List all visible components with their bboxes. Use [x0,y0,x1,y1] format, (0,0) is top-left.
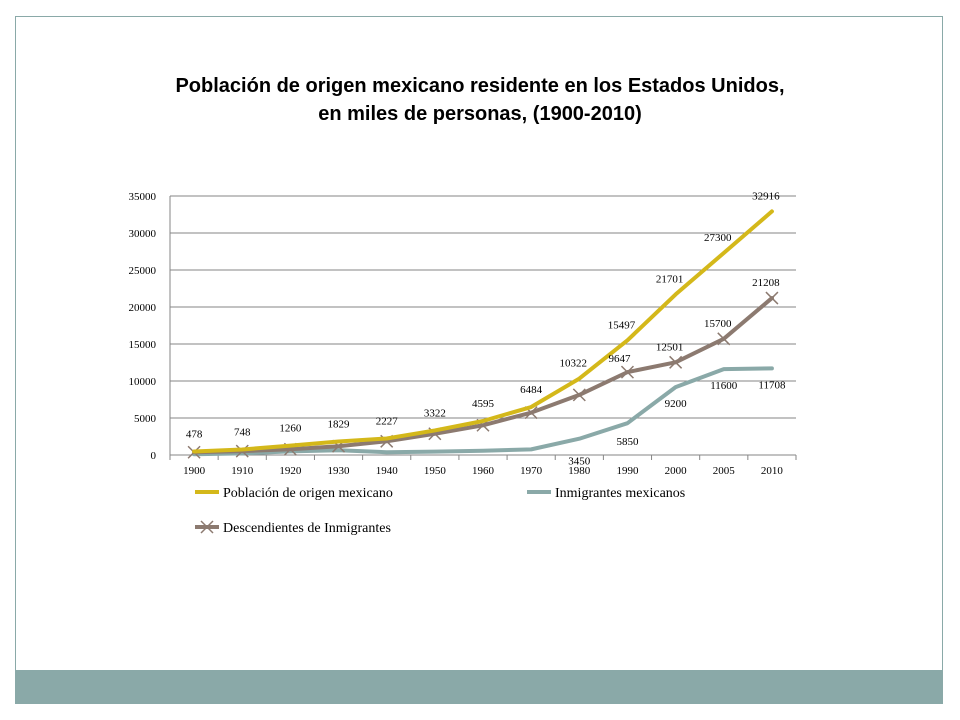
data-label: 21208 [752,277,780,289]
x-tick-label: 1980 [568,465,591,477]
data-point [483,420,484,421]
footer-band [16,670,942,703]
x-tick-label: 1920 [279,465,302,477]
x-tick-label: 1900 [183,465,206,477]
x-tick-label: 2005 [713,465,736,477]
data-label: 1829 [328,418,351,430]
data-point [531,407,532,408]
y-tick-label: 20000 [129,302,157,314]
y-tick-label: 25000 [129,265,157,277]
data-point [483,450,484,451]
y-tick-label: 0 [151,450,157,462]
data-point [579,438,580,439]
data-point [242,449,243,450]
data-label: 15497 [608,319,636,331]
series-line-1 [192,366,774,457]
data-point [434,451,435,452]
data-label: 748 [234,426,251,438]
data-point [620,365,634,379]
x-tick-label: 1910 [231,465,254,477]
data-point [531,449,532,450]
x-tick-label: 1990 [616,465,639,477]
data-point [627,340,628,341]
x-tick-label: 1940 [376,465,399,477]
data-label: 9200 [665,398,688,410]
data-label: 27300 [704,232,732,244]
data-label: 11600 [710,380,738,392]
data-label: 12501 [656,341,684,353]
data-point [717,332,731,346]
chart-title-line-2: en miles de personas, (1900-2010) [318,103,642,125]
data-label: 21701 [656,273,684,285]
data-point [771,211,772,212]
data-point [194,451,195,452]
legend-marker-icon [200,520,214,534]
data-point [386,452,387,453]
data-point [290,445,291,446]
data-point [579,378,580,379]
data-label: 6484 [520,384,543,396]
data-point [627,423,628,424]
series-line-0 [192,209,774,454]
data-point [675,387,676,388]
x-tick-label: 1950 [424,465,447,477]
data-label: 4595 [472,398,495,410]
x-tick-label: 2010 [761,465,784,477]
data-label: 15700 [704,318,732,330]
x-tick-label: 1930 [328,465,351,477]
y-tick-label: 35000 [129,191,157,203]
y-tick-label: 10000 [129,376,157,388]
data-point [386,438,387,439]
y-tick-label: 30000 [129,228,157,240]
data-label: 478 [186,428,203,440]
y-tick-label: 15000 [129,339,157,351]
chart-title-line-1: Población de origen mexicano residente e… [175,75,785,97]
data-label: 32916 [752,190,780,202]
data-label: 5850 [616,436,639,448]
data-label: 3322 [424,407,446,419]
data-point [723,369,724,370]
data-point [434,430,435,431]
data-point [338,450,339,451]
data-point [572,388,586,402]
data-label: 2227 [376,416,399,428]
data-point [771,368,772,369]
chart-title: Población de origen mexicano residente e… [40,72,920,128]
data-label: 10322 [560,358,588,370]
x-tick-label: 1960 [472,465,495,477]
data-point [675,294,676,295]
data-point [338,441,339,442]
data-point [723,252,724,253]
data-label: 11708 [758,379,786,391]
data-label: 3450 [568,456,591,468]
data-label: 9647 [608,353,631,365]
x-tick-label: 1970 [520,465,543,477]
data-point [669,355,683,369]
x-tick-label: 2000 [665,465,688,477]
y-tick-label: 5000 [134,413,157,425]
data-point [765,291,779,305]
legend-label: Población de origen mexicano [223,486,393,501]
legend-label: Descendientes de Inmigrantes [223,521,391,536]
data-label: 1260 [279,423,302,435]
legend-label: Inmigrantes mexicanos [555,486,685,501]
